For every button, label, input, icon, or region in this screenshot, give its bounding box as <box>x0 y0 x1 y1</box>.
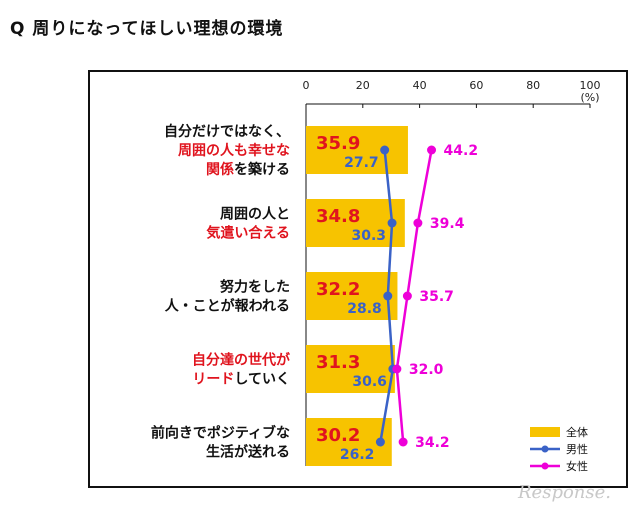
x-axis-unit: (%) <box>580 91 599 104</box>
category-label: 周囲の人と <box>220 206 290 223</box>
total-value-label: 34.8 <box>316 206 360 227</box>
female-value-label: 34.2 <box>415 435 450 451</box>
category-label: 生活が送れる <box>206 444 290 461</box>
female-value-label: 35.7 <box>419 289 454 305</box>
category-label-part: 周囲の人も幸せな <box>178 142 290 159</box>
legend-label-female: 女性 <box>566 459 588 473</box>
legend-label-male: 男性 <box>566 442 588 456</box>
category-label-part: していく <box>234 372 290 388</box>
category-label: 人・ことが報われる <box>165 298 290 315</box>
x-tick-label: 60 <box>469 79 483 92</box>
x-tick-label: 20 <box>356 79 370 92</box>
x-tick-label: 0 <box>303 79 310 92</box>
page-title: Q 周りになってほしい理想の環境 <box>10 19 284 39</box>
female-point <box>402 291 412 301</box>
chart: 0 20 40 60 80 100(%) 自分だけではなく、周囲の人も幸せな関係を築ける周囲… <box>151 79 601 473</box>
bar-total <box>306 126 408 174</box>
male-point <box>380 145 390 155</box>
bar-total <box>306 272 398 320</box>
category-label-part: 気遣い合える <box>206 225 290 242</box>
category-label-part: 努力をした <box>220 279 290 296</box>
category-label-part: リード <box>192 372 234 388</box>
category-label-part: 自分達の世代が <box>192 352 291 369</box>
category-label: リードしていく <box>192 372 290 388</box>
male-value-label: 26.2 <box>340 447 375 463</box>
x-tick-label: 40 <box>413 79 427 92</box>
category-label-part: 周囲の人と <box>220 206 290 223</box>
legend-swatch-total <box>530 427 560 437</box>
male-value-label: 30.3 <box>352 228 387 244</box>
bar-total <box>306 345 395 393</box>
female-point <box>427 145 437 155</box>
female-value-label: 32.0 <box>409 362 444 378</box>
category-label: 関係を築ける <box>206 161 290 178</box>
total-value-label: 35.9 <box>316 133 360 154</box>
female-point <box>398 437 408 447</box>
x-tick-label: 100 <box>580 79 601 92</box>
female-point <box>392 364 402 374</box>
male-point <box>383 291 393 301</box>
female-value-label: 44.2 <box>444 143 479 159</box>
category-label-part: 自分だけではなく、 <box>164 123 290 140</box>
category-label-part: 前向きでポジティブな <box>151 425 290 442</box>
legend-label-total: 全体 <box>566 425 588 439</box>
category-label: 前向きでポジティブな <box>151 425 290 442</box>
male-point <box>375 437 385 447</box>
category-label: 自分達の世代が <box>192 352 291 369</box>
legend-marker-female <box>541 462 549 470</box>
category-label-part: を築ける <box>234 161 290 178</box>
chart-frame: 0 20 40 60 80 100 (%) 自分だけではなく、周囲の人も幸せな関係を築ける周囲… <box>88 70 628 488</box>
male-value-label: 30.6 <box>352 374 387 390</box>
response-watermark: Response. <box>518 482 612 503</box>
category-label-part: 人・ことが報われる <box>165 298 290 315</box>
x-tick-label: 80 <box>526 79 540 92</box>
total-value-label: 30.2 <box>316 425 360 446</box>
total-value-label: 31.3 <box>316 352 360 373</box>
category-label: 自分だけではなく、 <box>164 123 290 140</box>
category-label-part: 関係 <box>206 161 234 178</box>
female-value-label: 39.4 <box>430 216 465 232</box>
female-point <box>413 218 423 228</box>
category-label: 努力をした <box>220 279 290 296</box>
male-value-label: 28.8 <box>347 301 382 317</box>
male-point <box>387 218 397 228</box>
total-value-label: 32.2 <box>316 279 360 300</box>
legend-marker-male <box>541 445 549 453</box>
male-value-label: 27.7 <box>344 155 379 171</box>
category-label-part: 生活が送れる <box>206 444 290 461</box>
category-label: 周囲の人も幸せな <box>178 142 290 159</box>
category-label: 気遣い合える <box>206 225 290 242</box>
